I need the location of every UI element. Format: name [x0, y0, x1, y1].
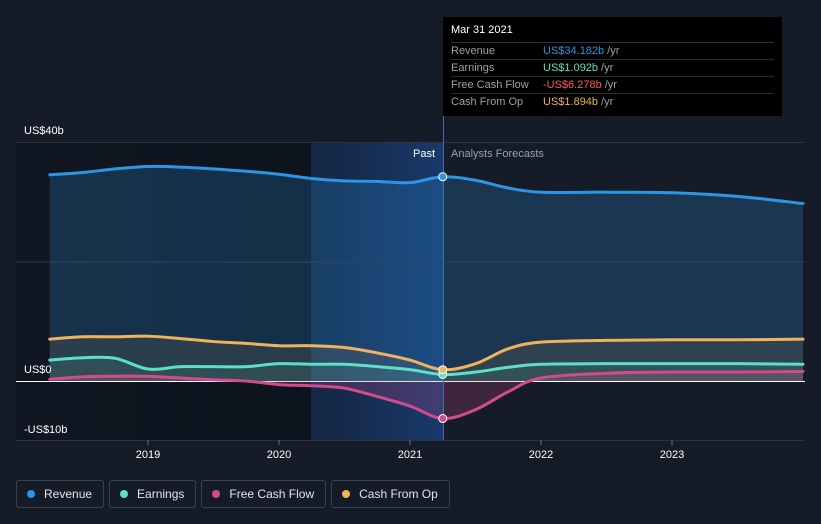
- legend-item-revenue[interactable]: Revenue: [16, 480, 105, 508]
- tooltip-row-revenue: Revenue US$34.182b /yr: [451, 43, 774, 60]
- x-tick-label: 2020: [267, 449, 291, 461]
- cash-from-op-line: [48, 334, 805, 372]
- tooltip-value: -US$6.278b: [543, 79, 602, 91]
- tooltip-label: Cash From Op: [451, 96, 524, 108]
- tooltip-value: US$1.894b: [543, 96, 599, 108]
- tooltip-unit: /yr: [607, 45, 620, 57]
- tooltip-date: Mar 31 2021: [451, 23, 774, 43]
- chart-area: US$40b US$0 -US$10b 2019 2020 2021 2022 2023 P…: [16, 17, 805, 461]
- free-cash-flow-dot-icon: [212, 490, 221, 498]
- revenue-line: [48, 164, 805, 206]
- tooltip-label: Revenue: [451, 45, 496, 57]
- x-tick-label: 2021: [398, 449, 422, 461]
- past-label: Past: [413, 148, 435, 160]
- legend-item-earnings[interactable]: Earnings: [109, 480, 197, 508]
- free-cash-flow-line: [48, 369, 805, 421]
- tooltip-unit: /yr: [601, 96, 614, 108]
- earnings-dot-icon: [120, 490, 129, 498]
- tooltip-unit: /yr: [604, 79, 617, 91]
- cash-from-op-area: [49, 336, 803, 381]
- tooltip-row-earnings: Earnings US$1.092b /yr: [451, 60, 774, 77]
- x-tick-label: 2019: [136, 449, 160, 461]
- legend-item-cash-from-op[interactable]: Cash From Op: [331, 480, 450, 508]
- legend-label: Free Cash Flow: [229, 487, 315, 501]
- cash-from-op-marker: [438, 365, 448, 375]
- tooltip-label: Free Cash Flow: [451, 79, 529, 91]
- free-cash-flow-marker: [438, 414, 448, 424]
- legend-label: Earnings: [137, 487, 185, 501]
- tooltip-label: Earnings: [451, 62, 495, 74]
- x-tick-label: 2022: [529, 449, 553, 461]
- tooltip-value: US$1.092b: [543, 62, 599, 74]
- forecast-label: Analysts Forecasts: [451, 148, 544, 160]
- y-tick-label: -US$10b: [24, 424, 67, 436]
- earnings-area: [49, 357, 803, 381]
- legend-label: Revenue: [44, 487, 93, 501]
- tooltip: Mar 31 2021 Revenue US$34.182b /yr Earni…: [443, 17, 782, 116]
- free-cash-flow-area: [49, 371, 803, 419]
- x-tick-label: 2023: [660, 449, 684, 461]
- tooltip-row-cash-from-op: Cash From Op US$1.894b /yr: [451, 94, 774, 110]
- y-tick-label: US$40b: [24, 125, 64, 137]
- revenue-area: [49, 166, 803, 381]
- legend: Revenue Earnings Free Cash Flow Cash Fro…: [16, 480, 450, 510]
- cash-from-op-dot-icon: [342, 490, 351, 498]
- legend-label: Cash From Op: [359, 487, 438, 501]
- legend-item-free-cash-flow[interactable]: Free Cash Flow: [201, 480, 327, 508]
- hover-band: [311, 142, 444, 440]
- tooltip-unit: /yr: [601, 62, 614, 74]
- earnings-line: [48, 355, 805, 377]
- tooltip-row-free-cash-flow: Free Cash Flow -US$6.278b /yr: [451, 77, 774, 94]
- revenue-dot-icon: [27, 490, 35, 498]
- tooltip-value: US$34.182b: [543, 45, 605, 57]
- past-region: [16, 142, 311, 440]
- y-tick-label: US$0: [24, 364, 52, 376]
- revenue-marker: [438, 172, 448, 182]
